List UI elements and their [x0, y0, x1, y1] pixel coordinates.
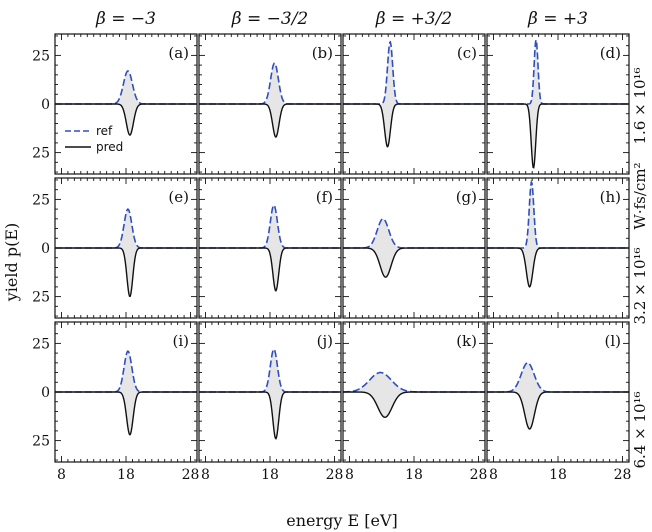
pred-line — [199, 103, 341, 138]
legend-pred-label: pred — [96, 140, 123, 154]
ref-line — [343, 218, 485, 249]
pred-fill-area — [55, 392, 197, 435]
panel-a: 25 0 25 (a) ref pred — [32, 33, 198, 175]
x-tick-label: 18 — [117, 467, 135, 483]
y-tick-label: 25 — [32, 434, 50, 450]
panel-letter-label: (d) — [600, 44, 621, 62]
panel-letter-label: (c) — [457, 44, 477, 62]
y-tick-label: 0 — [41, 97, 50, 113]
y-tick-label: 25 — [32, 290, 50, 306]
x-tick-label: 18 — [549, 467, 567, 483]
pred-fill-area — [343, 248, 485, 278]
x-tick-label: 18 — [261, 467, 279, 483]
legend-ref-label: ref — [96, 124, 113, 138]
panel-letter-label: (a) — [168, 44, 189, 62]
panel-letter-label: (e) — [168, 188, 189, 206]
panel-letter-label: (g) — [456, 188, 477, 206]
x-tick-label: 28 — [326, 467, 344, 483]
row-title-1: 1.6 × 10¹⁶ — [631, 67, 649, 144]
pred-line — [343, 103, 485, 148]
pred-line — [343, 391, 485, 418]
pred-line — [55, 247, 197, 298]
pred-fill-area — [487, 248, 629, 287]
y-tick-label: 25 — [32, 192, 50, 208]
panel-e: 25 0 25 (e) — [32, 177, 198, 319]
panel-d: (d) — [486, 33, 630, 175]
pred-line — [487, 103, 629, 169]
x-tick-label: 8 — [201, 467, 210, 483]
column-title-2: β = −3/2 — [231, 9, 308, 29]
y-tick-label: 0 — [41, 385, 50, 401]
pred-fill-area — [487, 104, 629, 168]
x-tick-label: 28 — [614, 467, 632, 483]
panel-k: 8 18 28 (k) — [342, 321, 488, 483]
pred-line — [199, 247, 341, 292]
panel-letter-label: (h) — [600, 188, 621, 206]
ref-fill-area — [55, 351, 197, 392]
panel-letter-label: (i) — [172, 332, 189, 350]
ref-fill-area — [55, 209, 197, 248]
pred-line — [55, 103, 197, 136]
panel-letter-label: (k) — [456, 332, 477, 350]
panel-b: (b) — [198, 33, 342, 175]
row-title-2: 3.2 × 10¹⁶ — [631, 247, 649, 324]
x-tick-label: 8 — [345, 467, 354, 483]
x-tick-label: 18 — [405, 467, 423, 483]
pred-line — [55, 391, 197, 436]
panel-letter-label: (b) — [312, 44, 333, 62]
panel-g: (g) — [342, 177, 486, 319]
y-axis-label: yield p(E) — [2, 223, 21, 302]
pred-line — [487, 247, 629, 288]
pred-fill-area — [343, 104, 485, 147]
pred-fill-area — [55, 248, 197, 297]
panel-j: 8 18 28 (j) — [198, 321, 344, 483]
ref-fill-area — [487, 362, 629, 392]
x-axis-label: energy E [eV] — [286, 511, 398, 530]
pred-line — [487, 391, 629, 430]
ref-fill-area — [55, 70, 197, 104]
y-tick-label: 25 — [32, 336, 50, 352]
panel-letter-label: (f) — [316, 188, 333, 206]
ref-line — [487, 362, 629, 393]
panel-i: 25 0 25 8 18 28 (i) — [32, 321, 200, 483]
x-tick-label: 8 — [489, 467, 498, 483]
panel-h: (h) — [486, 177, 630, 319]
y-tick-label: 25 — [32, 48, 50, 64]
pred-line — [343, 247, 485, 278]
x-tick-label: 28 — [470, 467, 488, 483]
y-tick-label: 25 — [32, 146, 50, 162]
panel-grid: 25 0 25 (a) ref pred (b) (c) (d) 25 0 25 (e) (f) (g) (h… — [32, 33, 632, 483]
column-title-3: β = +3/2 — [375, 9, 452, 29]
panel-f: (f) — [198, 177, 342, 319]
ref-fill-area — [343, 218, 485, 248]
panel-letter-label: (j) — [317, 332, 333, 350]
ref-fill-area — [343, 372, 485, 392]
intensity-unit-label: W·fs/cm² — [631, 162, 649, 229]
y-tick-label: 0 — [41, 241, 50, 257]
panel-l: 8 18 28 (l) — [486, 321, 632, 483]
x-tick-label: 28 — [182, 467, 200, 483]
panel-letter-label: (l) — [604, 332, 621, 350]
pred-fill-area — [343, 392, 485, 418]
panel-c: (c) — [342, 33, 486, 175]
pred-fill-area — [487, 392, 629, 429]
column-title-4: β = +3 — [527, 9, 588, 29]
column-title-1: β = −3 — [95, 9, 156, 29]
row-title-3: 6.4 × 10¹⁶ — [631, 391, 649, 468]
x-tick-label: 8 — [57, 467, 66, 483]
pred-line — [199, 391, 341, 440]
